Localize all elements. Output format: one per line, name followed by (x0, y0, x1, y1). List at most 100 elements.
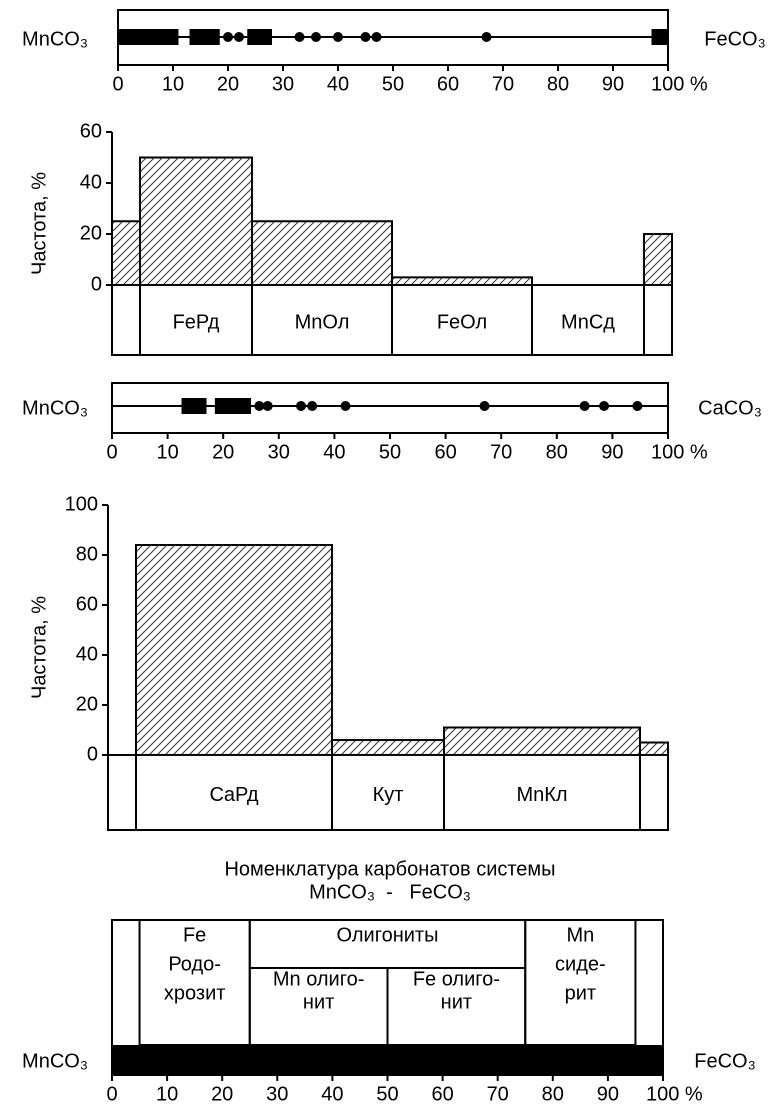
point (262, 401, 273, 411)
field-label: сиде- (555, 953, 606, 975)
bar (391, 276, 533, 287)
x-tick-label: 20 (212, 441, 234, 463)
x-tick-label: 90 (601, 441, 623, 463)
field-label: FeРд (173, 311, 220, 333)
x-tick-label: 70 (490, 441, 512, 463)
y-tick-label: 20 (76, 693, 98, 715)
x-tick-label: 0 (112, 73, 123, 95)
right-label: FeCO₃ (704, 28, 765, 50)
y-axis-label: Частота, % (28, 172, 50, 275)
x-tick-label: 0 (106, 441, 117, 463)
title: Номенклатура карбонатов системы (224, 858, 555, 880)
left-label: MnCO₃ (22, 397, 88, 419)
point (307, 401, 318, 411)
y-tick-label: 60 (80, 120, 102, 142)
field-label: CaРд (209, 784, 258, 806)
right-label: FeCO₃ (694, 1050, 755, 1072)
x-tick-label: 50 (382, 73, 404, 95)
x-tick-label: 80 (546, 441, 568, 463)
point (234, 32, 244, 42)
x-tick-label: 90 (602, 73, 624, 95)
y-tick-label: 0 (87, 743, 98, 765)
y-tick-label: 100 (65, 493, 98, 515)
point (579, 401, 590, 411)
point (296, 401, 307, 411)
bar (443, 726, 641, 756)
field-label: Кут (373, 784, 404, 806)
x-tick-label: 70 (492, 73, 514, 95)
range-bar (247, 29, 272, 45)
bar (139, 156, 253, 286)
x-tick-label: 40 (321, 1083, 343, 1105)
bar (643, 233, 673, 286)
bar (331, 739, 445, 756)
y-tick-label: 60 (76, 593, 98, 615)
composition-bar (112, 1045, 663, 1075)
x-tick-label: 60 (437, 73, 459, 95)
field-box (524, 919, 637, 1046)
point (599, 401, 610, 411)
field-label: Mn (566, 924, 594, 946)
x-tick-label: 80 (547, 73, 569, 95)
x-tick-label: 10 (156, 1083, 178, 1105)
point (333, 32, 343, 42)
x-tick-label: 80 (542, 1083, 564, 1105)
bar (639, 741, 669, 756)
y-axis-label: Частота, % (28, 596, 50, 699)
point (371, 32, 382, 42)
field-label: MnОл (295, 311, 350, 333)
left-label: MnCO₃ (22, 1050, 88, 1072)
range-bar (651, 29, 668, 45)
x-tick-label: 30 (266, 1083, 288, 1105)
point (254, 401, 265, 411)
x-tick-label: 50 (379, 441, 401, 463)
bar (251, 220, 393, 286)
range-bar (118, 29, 179, 45)
x-tick-label: 40 (323, 441, 345, 463)
x-tick-label: 100 % (646, 1083, 703, 1105)
y-tick-label: 40 (80, 171, 102, 193)
point (632, 401, 643, 411)
x-tick-label: 60 (431, 1083, 453, 1105)
x-tick-label: 100 % (651, 441, 708, 463)
range-bar (214, 398, 251, 414)
x-tick-label: 10 (162, 73, 184, 95)
point (294, 32, 305, 42)
point (479, 401, 490, 411)
range-bar (181, 398, 207, 414)
field-label: Олигониты (337, 924, 439, 946)
field-label: Fe (183, 924, 206, 946)
point (481, 32, 492, 42)
x-tick-label: 60 (434, 441, 456, 463)
y-tick-label: 20 (80, 222, 102, 244)
field-label: Mn олиго- (273, 968, 365, 990)
field-label: хрозит (164, 982, 226, 1004)
field-label: FeОл (437, 311, 487, 333)
x-tick-label: 90 (597, 1083, 619, 1105)
x-tick-label: 20 (211, 1083, 233, 1105)
point (340, 401, 351, 411)
point (223, 32, 233, 42)
field-label: Родо- (168, 953, 221, 975)
y-tick-label: 40 (76, 643, 98, 665)
point (311, 32, 321, 42)
x-tick-label: 10 (156, 441, 178, 463)
field-label: MnСд (561, 311, 615, 333)
x-tick-label: 0 (106, 1083, 117, 1105)
field-label: нит (303, 991, 334, 1013)
x-tick-label: 70 (487, 1083, 509, 1105)
x-tick-label: 50 (376, 1083, 398, 1105)
y-tick-label: 80 (76, 543, 98, 565)
bar (111, 220, 141, 286)
right-label: CaCO₃ (698, 397, 762, 419)
subtitle: MnCO₃ - FeCO₃ (309, 881, 471, 903)
field-label: рит (565, 982, 596, 1004)
range-bar (189, 29, 220, 45)
field-label: нит (441, 991, 472, 1013)
left-label: MnCO₃ (22, 28, 88, 50)
x-tick-label: 20 (217, 73, 239, 95)
y-tick-label: 0 (91, 273, 102, 295)
bar (135, 544, 333, 756)
